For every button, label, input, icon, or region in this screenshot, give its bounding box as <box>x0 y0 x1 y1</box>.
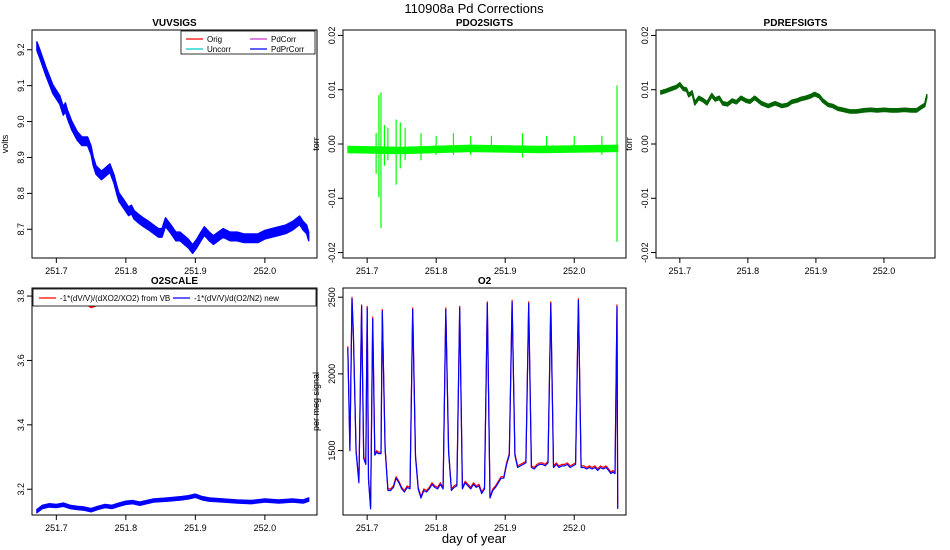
x-tick-label: 251.7 <box>45 523 68 533</box>
y-tick-label: 3.2 <box>16 483 26 496</box>
panel-pdo2sigts: PDO2SIGTS torr 251.7 251.8 251.9 252.0 -0.02 -0… <box>311 18 627 276</box>
y-tick-label: 2000 <box>327 364 337 384</box>
plot-data <box>36 290 310 514</box>
series-line <box>347 298 619 510</box>
x-tick-label: 252.0 <box>563 523 586 533</box>
y-axis-label: per meg signal <box>311 372 321 431</box>
y-tick-label: -0.01 <box>640 188 650 209</box>
series-band <box>660 82 928 114</box>
y-tick-label: 9.2 <box>16 43 26 56</box>
panel-title: PDO2SIGTS <box>456 18 514 29</box>
y-tick-label: 8.8 <box>16 187 26 200</box>
x-tick-label: 251.7 <box>669 266 692 276</box>
y-tick-label: 0.00 <box>640 135 650 153</box>
plot-data <box>36 41 310 254</box>
y-tick-label: -0.02 <box>640 242 650 263</box>
y-tick-label: 8.7 <box>16 223 26 236</box>
legend-label: Orig <box>207 35 222 44</box>
series-band <box>347 144 619 155</box>
y-tick-label: 9.1 <box>16 79 26 92</box>
plot-frame <box>342 287 627 516</box>
x-tick-label: 251.7 <box>45 266 68 276</box>
series-band <box>36 493 310 514</box>
panel-title: O2SCALE <box>151 276 199 287</box>
x-tick-label: 251.7 <box>356 523 379 533</box>
y-tick-label: 3.8 <box>16 290 26 303</box>
x-tick-label: 251.9 <box>494 523 517 533</box>
x-tick-label: 251.9 <box>184 266 207 276</box>
panel-title: VUVSIGS <box>152 18 197 29</box>
x-tick-label: 251.8 <box>425 266 448 276</box>
series-band <box>36 41 310 254</box>
plot-data <box>660 82 928 114</box>
plot-frame <box>31 29 318 259</box>
y-tick-label: 8.9 <box>16 151 26 164</box>
plot-frame <box>342 29 627 259</box>
figure-title: 110908a Pd Corrections <box>404 1 544 16</box>
x-tick-label: 251.8 <box>737 266 760 276</box>
x-tick-label: 251.7 <box>356 266 379 276</box>
x-tick-label: 251.8 <box>115 523 138 533</box>
x-tick-label: 251.8 <box>115 266 138 276</box>
panel-title: O2 <box>478 276 492 287</box>
x-tick-label: 251.9 <box>805 266 828 276</box>
y-axis-label: volts <box>0 134 10 153</box>
legend-label: -1*(dV/V)/(dXO2/XO2) from VB <box>60 294 170 303</box>
panel-vuvsigs: VUVSIGS volts 251.7 251.8 251.9 252.0 8.7 8.8 8.… <box>0 18 318 276</box>
legend-label: -1*(dV/V)/d(O2/N2) new <box>194 294 279 303</box>
plot-data <box>347 296 619 510</box>
y-axis-label: torr <box>311 137 321 151</box>
plot-data <box>347 85 619 242</box>
panel-title: PDREFSIGTS <box>764 18 828 29</box>
legend-label: PdPrCorr <box>271 45 305 54</box>
y-tick-label: 0.01 <box>640 81 650 99</box>
y-tick-label: 3.6 <box>16 354 26 367</box>
y-tick-label: 0.02 <box>327 27 337 45</box>
y-tick-label: 0.02 <box>640 27 650 45</box>
x-tick-label: 252.0 <box>563 266 586 276</box>
y-tick-label: 0.00 <box>327 135 337 153</box>
panel-pdrefsigts: PDREFSIGTS torr 251.7 251.8 251.9 252.0 -0.02 -… <box>624 18 936 276</box>
y-tick-label: 1500 <box>327 441 337 461</box>
legend-label: Uncorr <box>207 45 231 54</box>
legend: Orig PdCorr Uncorr PdPrCorr <box>180 30 316 55</box>
x-tick-label: 251.9 <box>494 266 517 276</box>
y-tick-label: 2500 <box>327 287 337 307</box>
y-tick-label: -0.01 <box>327 188 337 209</box>
x-tick-label: 252.0 <box>873 266 896 276</box>
legend-box <box>180 30 316 55</box>
plot-frame <box>31 287 318 516</box>
x-tick-label: 251.9 <box>184 523 207 533</box>
y-tick-label: 0.01 <box>327 81 337 99</box>
y-tick-label: 3.4 <box>16 419 26 432</box>
x-tick-label: 252.0 <box>254 523 277 533</box>
legend-label: PdCorr <box>271 35 297 44</box>
plot-frame <box>655 29 936 259</box>
y-axis-label: torr <box>624 137 634 151</box>
x-tick-label: 252.0 <box>254 266 277 276</box>
figure-xlabel: day of year <box>442 531 507 546</box>
x-tick-label: 251.8 <box>425 523 448 533</box>
panel-o2: O2 per meg signal 251.7 251.8 251.9 252.0 1500… <box>311 276 627 533</box>
legend: -1*(dV/V)/(dXO2/XO2) from VB -1*(dV/V)/d(… <box>32 288 317 307</box>
y-tick-label: 9.0 <box>16 115 26 128</box>
y-tick-label: -0.02 <box>327 242 337 263</box>
